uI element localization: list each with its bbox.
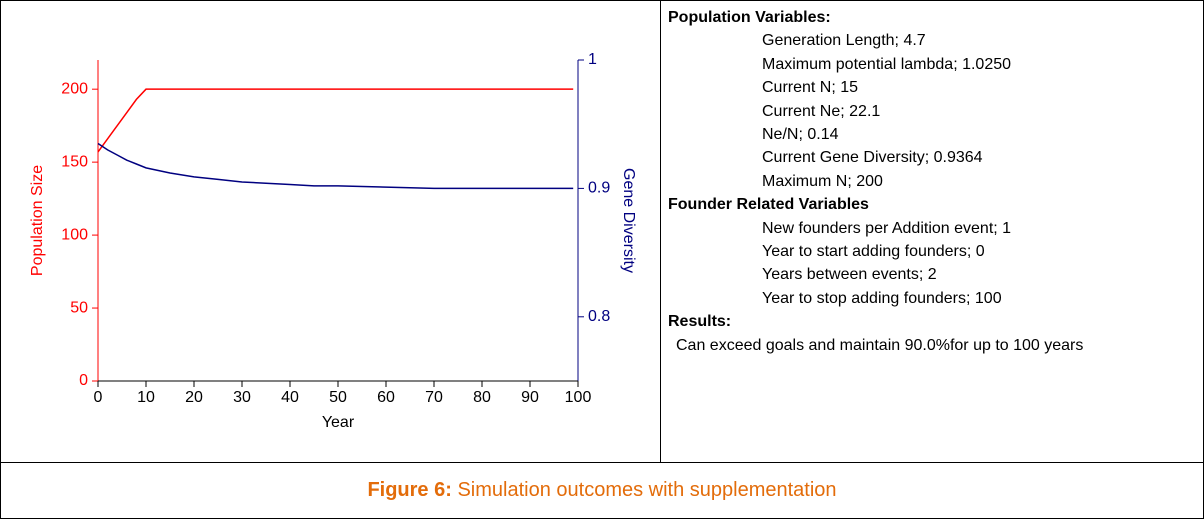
y-tick-label: 50	[70, 299, 88, 316]
x-tick-label: 80	[473, 389, 491, 406]
row-divider	[0, 462, 1204, 463]
y-tick-label: 100	[61, 226, 88, 243]
section-item: Ne/N; 0.14	[762, 126, 839, 144]
x-tick-label: 100	[565, 389, 592, 406]
section-item: Year to start adding founders; 0	[762, 243, 985, 261]
section-item: Maximum potential lambda; 1.0250	[762, 55, 1012, 73]
x-axis-label: Year	[322, 414, 355, 431]
series-line	[97, 88, 574, 153]
caption-text: Simulation outcomes with supplementation	[457, 479, 837, 501]
y2-tick-label: 0.9	[588, 180, 610, 197]
section-item: Maximum N; 200	[762, 172, 883, 190]
x-tick-label: 70	[425, 389, 443, 406]
section-item: Current Gene Diversity; 0.9364	[762, 149, 983, 167]
panel-section: Results: Can exceed goals and maintain 90…	[668, 310, 1168, 357]
x-tick-label: 0	[94, 389, 103, 406]
x-tick-label: 20	[185, 389, 203, 406]
x-tick-label: 10	[137, 389, 155, 406]
section-heading: Results:	[668, 313, 732, 331]
section-item: Can exceed goals and maintain 90.0%for u…	[676, 336, 1084, 354]
section-heading: Population Variables:	[668, 9, 831, 26]
x-tick-label: 30	[233, 389, 251, 406]
y2-tick-label: 0.8	[588, 308, 610, 325]
section-item: Year to stop adding founders; 100	[762, 289, 1002, 307]
x-tick-label: 50	[329, 389, 347, 406]
y2-axis-label: Gene Diversity	[620, 168, 637, 273]
panel-section: Population Variables: Generation Length; …	[668, 6, 1168, 193]
panel-section: Founder Related Variables New founders pe…	[668, 193, 1168, 310]
section-item: Current N; 15	[762, 79, 859, 97]
cell-divider	[660, 0, 661, 462]
caption-label: Figure 6:	[367, 479, 452, 501]
y-axis-label: Population Size	[29, 165, 46, 276]
section-item: Current Ne; 22.1	[762, 102, 881, 120]
section-item: New founders per Addition event; 1	[762, 219, 1012, 237]
section-item: Years between events; 2	[762, 266, 937, 284]
x-tick-label: 40	[281, 389, 299, 406]
y-tick-label: 0	[79, 372, 88, 389]
series-line	[97, 142, 574, 190]
variables-panel: Population Variables: Generation Length; …	[668, 6, 1168, 357]
caption: Figure 6: Simulation outcomes with suppl…	[0, 463, 1204, 518]
y-tick-label: 200	[61, 80, 88, 97]
y-tick-label: 150	[61, 153, 88, 170]
x-tick-label: 60	[377, 389, 395, 406]
section-item: Generation Length; 4.7	[762, 32, 926, 50]
x-tick-label: 90	[521, 389, 539, 406]
y2-tick-label: 1	[588, 51, 597, 68]
section-heading: Founder Related Variables	[668, 196, 869, 214]
